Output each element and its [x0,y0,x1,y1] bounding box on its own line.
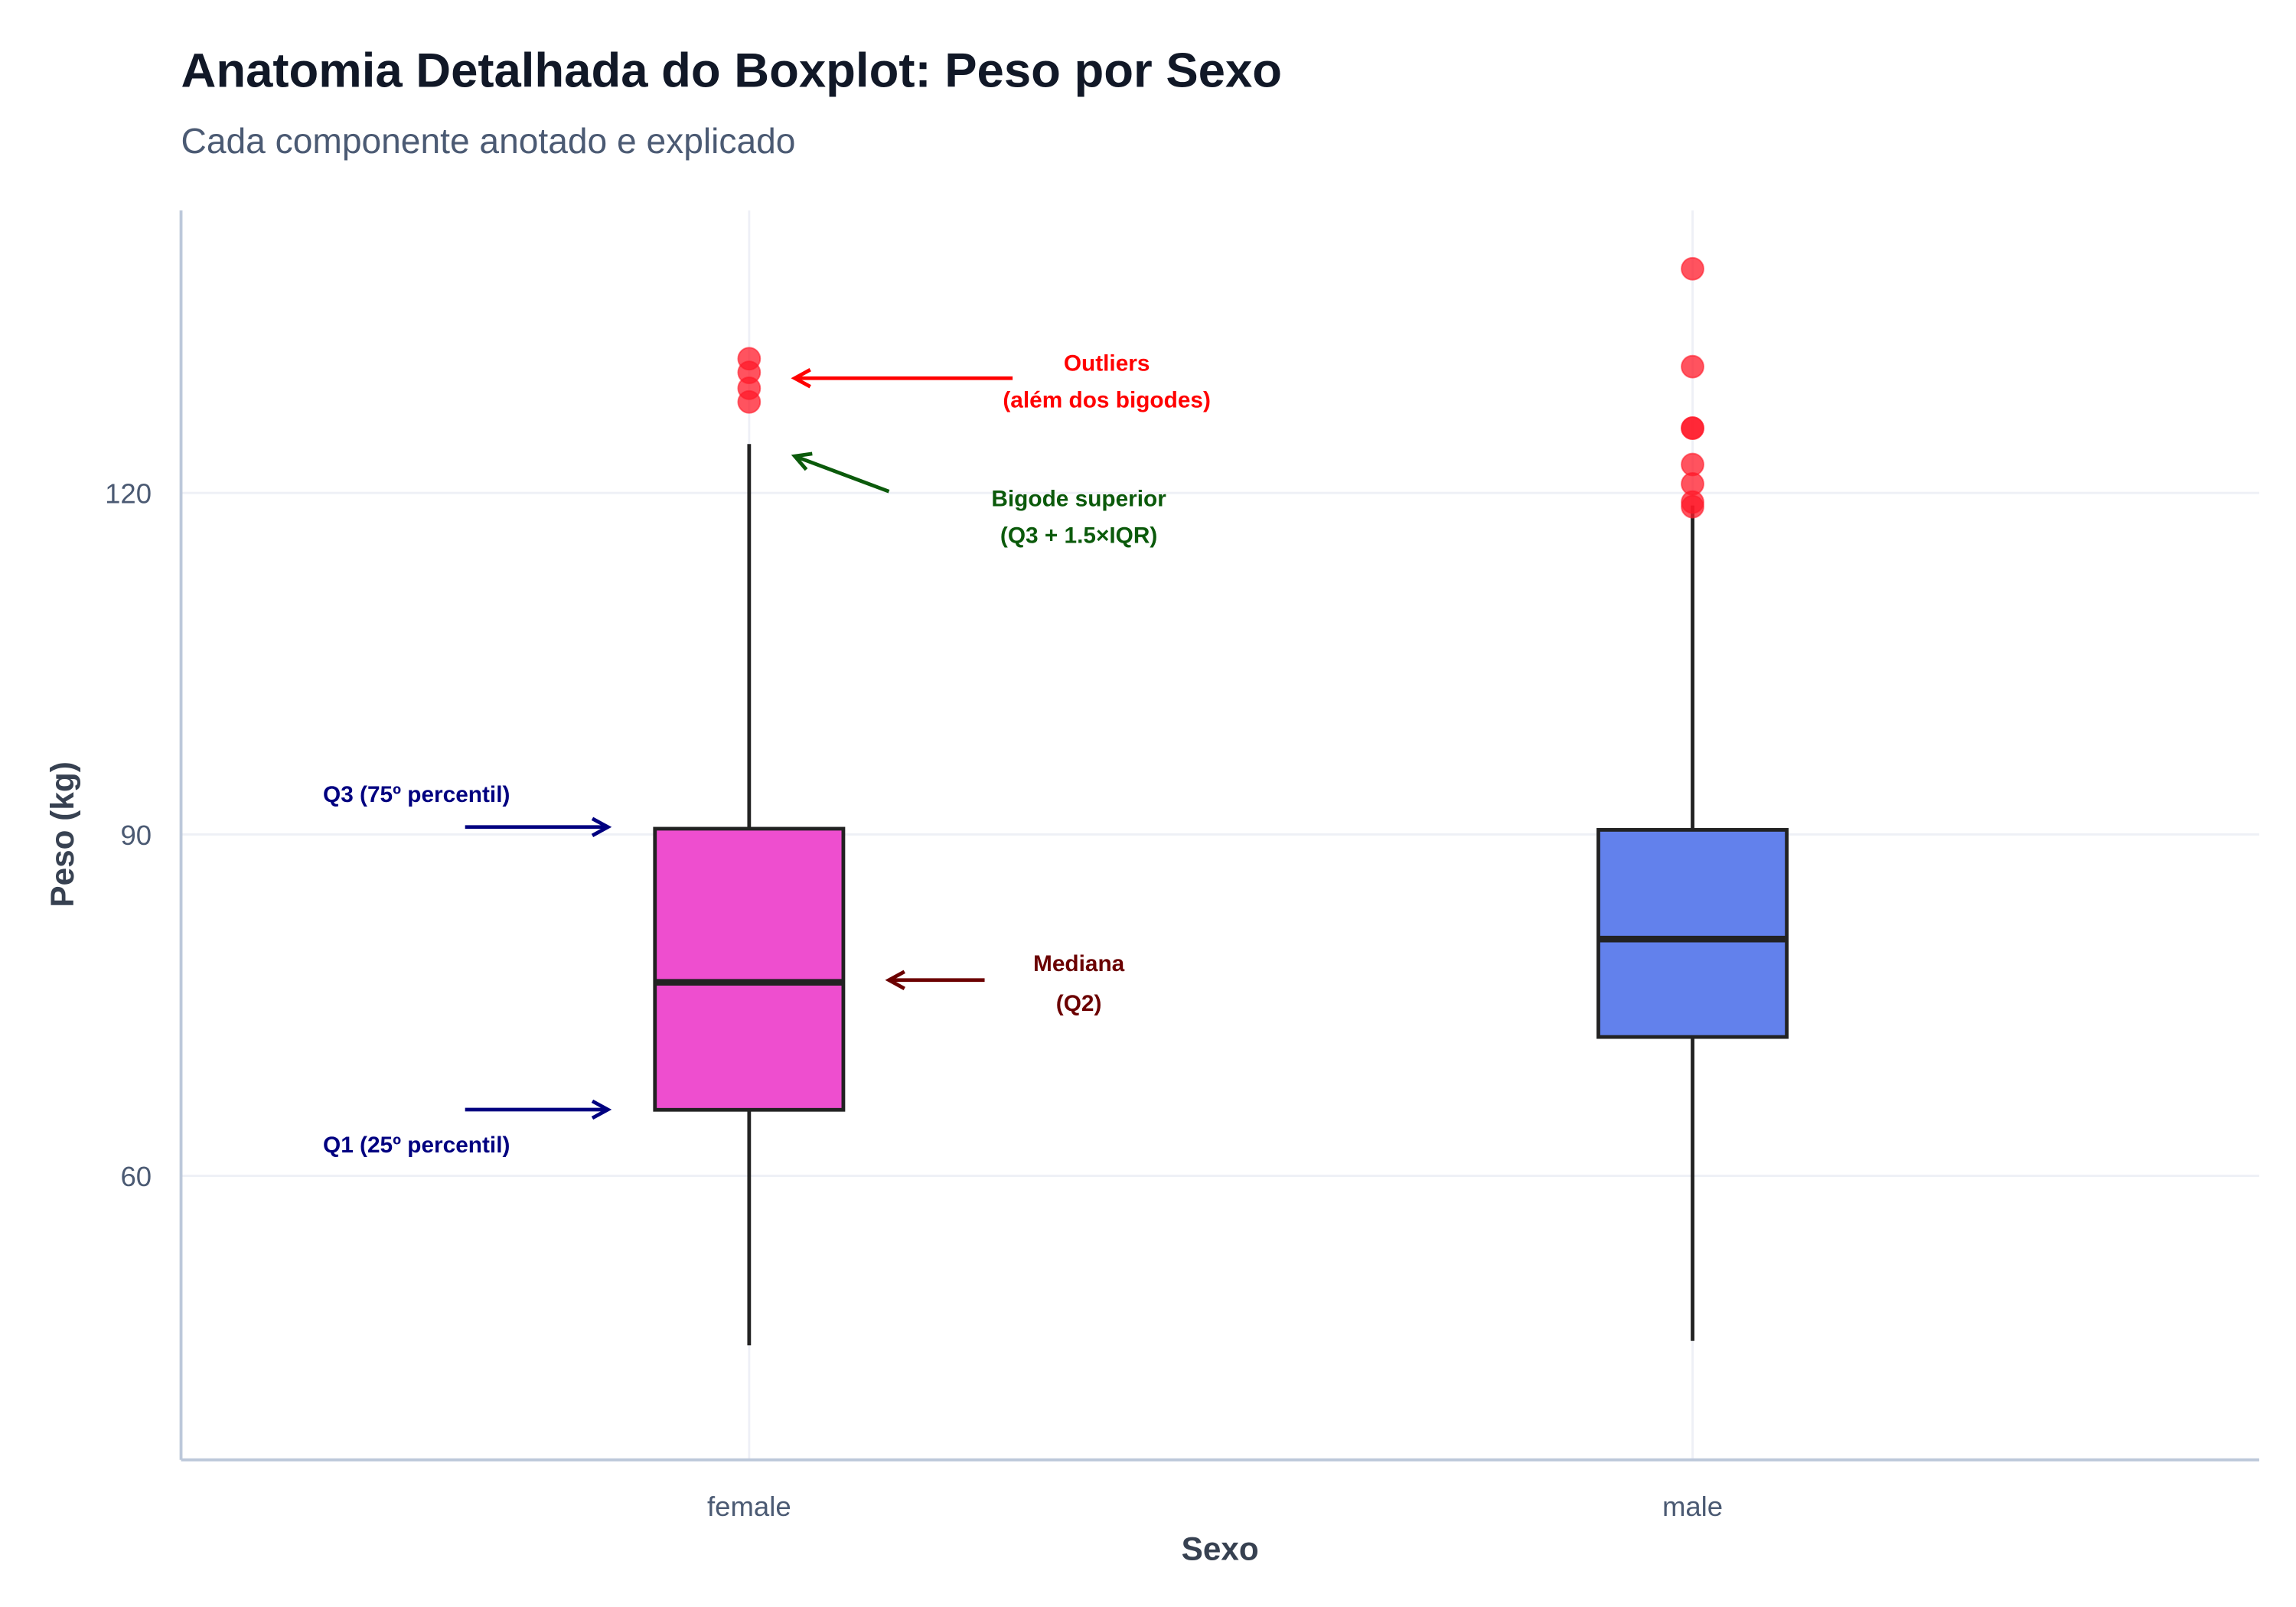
x-tick-label: male [1662,1491,1723,1522]
male-outlier-point [1681,256,1704,281]
y-axis-label: Peso (kg) [44,761,80,907]
male-outlier-point [1681,416,1704,440]
female-outlier-point [737,347,762,371]
chart-subtitle: Cada componente anotado e explicado [181,121,796,161]
q1-annotation-label: Q1 (25º percentil) [323,1133,510,1158]
median-arrowhead-icon [885,970,905,990]
y-tick-label: 90 [120,820,152,851]
q3-arrowhead-icon [591,817,612,837]
male-outlier-point [1681,452,1704,477]
female-box [653,826,846,1112]
outliers-annotation-label: Outliers [1064,351,1150,376]
outliers-annotation-label: (além dos bigodes) [1003,388,1211,413]
chart-title: Anatomia Detalhada do Boxplot: Peso por … [181,44,1282,97]
male-outlier-point [1681,354,1704,379]
annotations: Q3 (75º percentil) Q1 (25º percentil) Medi… [323,351,1211,1158]
x-tick-label: female [707,1491,791,1522]
median-annotation-label: (Q2) [1056,991,1102,1016]
whisker-annotation-label: (Q3 + 1.5×IQR) [1000,523,1157,549]
y-tick-label: 60 [120,1161,152,1192]
whisker-arrow [794,454,890,494]
y-tick-label: 120 [105,478,152,510]
whisker-annotation-label: Bigode superior [991,487,1166,512]
q3-annotation-label: Q3 (75º percentil) [323,782,510,807]
whisker-arrowhead-icon [791,451,813,471]
grid [181,210,2259,1460]
axes: 60 90 120 female male [105,210,2259,1522]
boxes [653,256,1789,1346]
q1-arrowhead-icon [591,1099,612,1120]
male-box [1596,828,1789,1039]
x-axis-label: Sexo [1182,1530,1259,1566]
median-annotation-label: Mediana [1033,951,1125,976]
outliers-arrowhead-icon [791,368,811,389]
